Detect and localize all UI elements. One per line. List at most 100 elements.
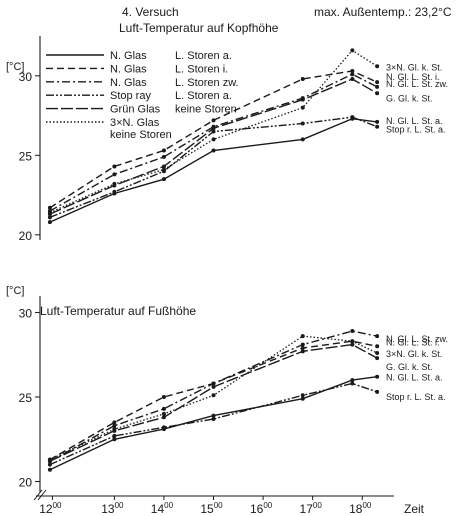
series-end-label: 3×N. Gl. k. St. (386, 349, 442, 359)
data-point (375, 356, 380, 361)
top-ylabel: [°C] (6, 61, 24, 73)
data-point (112, 172, 117, 177)
data-point (350, 69, 355, 74)
data-point (375, 80, 380, 85)
data-point (375, 119, 380, 124)
data-point (300, 121, 305, 126)
data-point (300, 137, 305, 142)
legend-storen-label: L. Storen a. (175, 90, 232, 102)
legend-glass-label-2: keine Storen (110, 129, 172, 141)
data-point (161, 411, 166, 416)
data-point (350, 342, 355, 347)
series-line-dashed (49, 340, 378, 461)
chart-bottom-title: Luft-Temperatur auf Fußhöhe (40, 304, 196, 318)
x-tick-label: 1200 (39, 501, 62, 516)
data-point (47, 462, 52, 467)
data-point (211, 416, 216, 421)
series-end-label: N. Gl. L. St. i. (386, 72, 440, 82)
y-tick-label: 25 (19, 149, 33, 163)
data-point (112, 433, 117, 438)
data-point (300, 342, 305, 347)
legend-glass-label: N. Glas (110, 77, 147, 89)
data-point (375, 344, 380, 349)
legend-glass-label: Grün Glas (110, 104, 161, 116)
data-point (211, 413, 216, 418)
data-point (161, 164, 166, 169)
series-end-label: N. Gl. L. St. i. (386, 337, 440, 347)
data-point (350, 48, 355, 53)
data-point (300, 76, 305, 81)
legend: N. Glas L. Storen a. N. Glas L. Storen i. N.… (46, 50, 239, 141)
data-point (300, 334, 305, 339)
series-end-label: 3×N. Gl. k. St. (386, 62, 442, 72)
y-tick-label: 30 (19, 306, 33, 320)
chart-top-title: Luft-Temperatur auf Kopfhöhe (119, 21, 279, 35)
y-tick-label: 30 (19, 70, 33, 84)
y-tick-label: 20 (19, 476, 33, 490)
data-point (375, 374, 380, 379)
data-point (112, 423, 117, 428)
data-point (300, 349, 305, 354)
data-point (47, 467, 52, 472)
data-point (375, 84, 380, 89)
data-point (112, 420, 117, 425)
data-point (112, 427, 117, 432)
data-point (300, 396, 305, 401)
data-point (112, 189, 117, 194)
data-point (112, 164, 117, 169)
data-point (161, 415, 166, 420)
legend-glass-label: 3×N. Glas (110, 117, 160, 129)
legend-storen-label: L. Storen i. (175, 63, 228, 75)
legend-storen-label: keine Storen (175, 104, 237, 116)
series-line-longdash (49, 343, 378, 462)
legend-glass-label: N. Glas (110, 50, 147, 62)
series-line-solid (49, 376, 378, 471)
data-point (375, 124, 380, 129)
data-point (375, 64, 380, 69)
series-end-label: Stop r. L. St. a. (386, 125, 446, 135)
data-point (375, 351, 380, 356)
data-point (211, 381, 216, 386)
x-tick-label: 1500 (200, 501, 223, 516)
axis-break-mark (37, 489, 47, 501)
x-axis-label: Zeit (404, 502, 425, 516)
series-end-label: G. Gl. k. St. (386, 93, 433, 103)
data-point (375, 334, 380, 339)
series-end-label: N. Gl. L. St. a. (386, 373, 443, 383)
experiment-label: 4. Versuch (122, 5, 179, 19)
series-end-label: N. Gl. L. St. a. (386, 116, 443, 126)
x-tick-label: 1800 (349, 501, 372, 516)
x-axis: 1200 1300 1400 1500 1600 1700 1800 Zeit (33, 489, 425, 516)
data-point (211, 129, 216, 134)
data-point (300, 345, 305, 350)
series-end-label: N. Gl. L. St. zw. (386, 334, 448, 344)
data-point (350, 329, 355, 334)
data-point (161, 425, 166, 430)
data-point (375, 91, 380, 96)
x-tick-label: 1700 (300, 501, 323, 516)
data-point (211, 148, 216, 153)
data-point (112, 437, 117, 442)
data-point (161, 395, 166, 399)
x-tick-label: 1400 (151, 501, 174, 516)
legend-storen-label: L. Storen a. (175, 50, 232, 62)
data-point (47, 220, 52, 225)
data-point (350, 76, 355, 81)
data-point (350, 378, 355, 383)
legend-glass-label: N. Glas (110, 63, 147, 75)
data-point (300, 393, 305, 398)
y-tick-label: 25 (19, 391, 33, 405)
series-end-label: G. Gl. k. St. (386, 362, 433, 372)
legend-storen-label: L. Storen zw. (175, 77, 239, 89)
data-point (350, 339, 355, 344)
data-point (211, 393, 216, 398)
data-point (161, 177, 166, 182)
chart-bottom-plot: 20 25 30 N. Gl. L. St. a. N. Gl. L. St. i.N.… (19, 296, 448, 492)
data-point (211, 137, 216, 142)
data-point (161, 148, 166, 153)
data-point (211, 118, 216, 123)
series-end-label: Stop r. L. St. a. (386, 392, 446, 402)
data-point (350, 115, 355, 120)
data-point (350, 381, 355, 386)
